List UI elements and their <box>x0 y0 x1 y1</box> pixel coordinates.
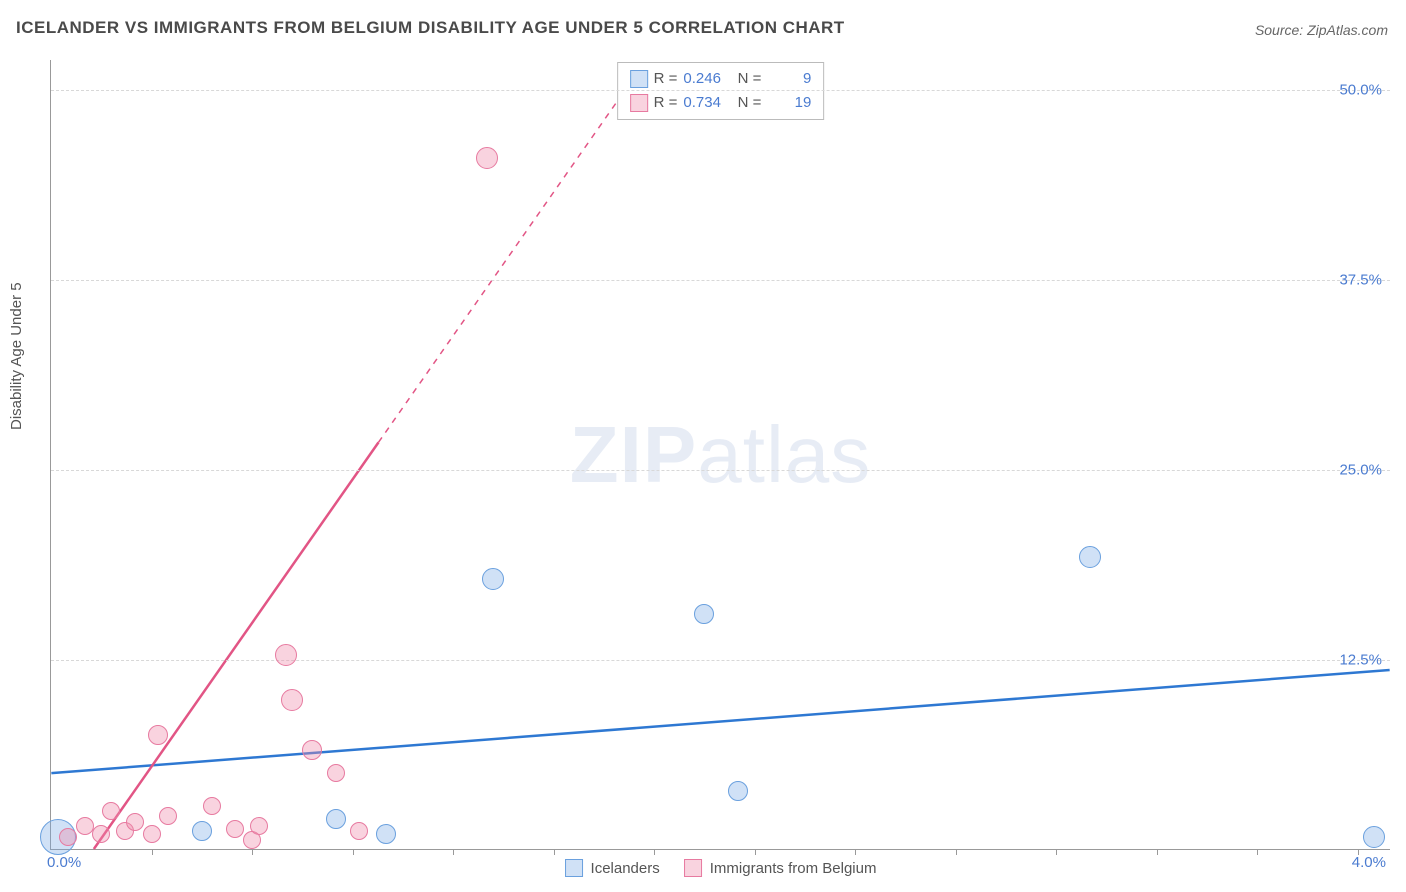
r-value-icelanders: 0.246 <box>683 67 727 91</box>
data-point-belgium <box>148 725 168 745</box>
x-tick <box>956 849 957 855</box>
source-prefix: Source: <box>1255 22 1307 38</box>
source-attribution: Source: ZipAtlas.com <box>1255 22 1388 38</box>
legend-label-belgium: Immigrants from Belgium <box>710 860 877 877</box>
data-point-icelanders <box>376 824 396 844</box>
x-tick <box>855 849 856 855</box>
x-axis-origin-label: 0.0% <box>47 854 81 871</box>
series-legend: Icelanders Immigrants from Belgium <box>565 859 877 877</box>
data-point-belgium <box>92 825 110 843</box>
n-value-belgium: 19 <box>767 91 811 115</box>
y-tick-label: 12.5% <box>1339 652 1382 669</box>
n-label: N = <box>733 91 761 115</box>
data-point-belgium <box>250 817 268 835</box>
x-tick <box>755 849 756 855</box>
data-point-belgium <box>281 689 303 711</box>
y-axis-label: Disability Age Under 5 <box>8 282 25 430</box>
gridline <box>51 90 1390 91</box>
data-point-icelanders <box>1079 546 1101 568</box>
x-tick <box>1157 849 1158 855</box>
legend-label-icelanders: Icelanders <box>591 860 660 877</box>
data-point-belgium <box>302 740 322 760</box>
data-point-icelanders <box>694 604 714 624</box>
gridline <box>51 660 1390 661</box>
watermark-thin: atlas <box>697 410 871 499</box>
trend-line-belgium-dashed <box>378 60 646 442</box>
x-axis-max-label: 4.0% <box>1352 854 1386 871</box>
swatch-belgium <box>684 859 702 877</box>
data-point-icelanders <box>1363 826 1385 848</box>
data-point-belgium <box>143 825 161 843</box>
data-point-belgium <box>476 147 498 169</box>
data-point-belgium <box>159 807 177 825</box>
data-point-icelanders <box>482 568 504 590</box>
data-point-belgium <box>275 644 297 666</box>
x-tick <box>1358 849 1359 855</box>
r-label: R = <box>654 91 678 115</box>
data-point-belgium <box>102 802 120 820</box>
legend-item-belgium: Immigrants from Belgium <box>684 859 877 877</box>
data-point-icelanders <box>728 781 748 801</box>
source-link[interactable]: ZipAtlas.com <box>1307 22 1388 38</box>
watermark: ZIPatlas <box>570 409 871 501</box>
legend-item-icelanders: Icelanders <box>565 859 660 877</box>
data-point-belgium <box>59 828 77 846</box>
y-tick-label: 37.5% <box>1339 272 1382 289</box>
swatch-icelanders <box>630 70 648 88</box>
y-tick-label: 50.0% <box>1339 82 1382 99</box>
r-label: R = <box>654 67 678 91</box>
data-point-belgium <box>126 813 144 831</box>
gridline <box>51 280 1390 281</box>
y-tick-label: 25.0% <box>1339 462 1382 479</box>
data-point-icelanders <box>326 809 346 829</box>
x-tick <box>1257 849 1258 855</box>
data-point-icelanders <box>192 821 212 841</box>
data-point-belgium <box>226 820 244 838</box>
trend-line-belgium <box>94 442 379 849</box>
data-point-belgium <box>350 822 368 840</box>
n-value-icelanders: 9 <box>767 67 811 91</box>
data-point-belgium <box>76 817 94 835</box>
x-tick <box>252 849 253 855</box>
data-point-belgium <box>203 797 221 815</box>
n-label: N = <box>733 67 761 91</box>
x-tick <box>152 849 153 855</box>
watermark-bold: ZIP <box>570 410 697 499</box>
legend-row-icelanders: R = 0.246 N = 9 <box>630 67 812 91</box>
chart-title: ICELANDER VS IMMIGRANTS FROM BELGIUM DIS… <box>16 18 845 38</box>
trend-lines <box>51 60 1390 849</box>
x-tick <box>554 849 555 855</box>
swatch-belgium <box>630 94 648 112</box>
x-tick <box>453 849 454 855</box>
swatch-icelanders <box>565 859 583 877</box>
data-point-belgium <box>327 764 345 782</box>
gridline <box>51 470 1390 471</box>
r-value-belgium: 0.734 <box>683 91 727 115</box>
x-tick <box>654 849 655 855</box>
scatter-chart: ZIPatlas R = 0.246 N = 9 R = 0.734 N = 1… <box>50 60 1390 850</box>
x-tick <box>1056 849 1057 855</box>
legend-row-belgium: R = 0.734 N = 19 <box>630 91 812 115</box>
trend-line-icelanders <box>51 670 1389 773</box>
x-tick <box>353 849 354 855</box>
